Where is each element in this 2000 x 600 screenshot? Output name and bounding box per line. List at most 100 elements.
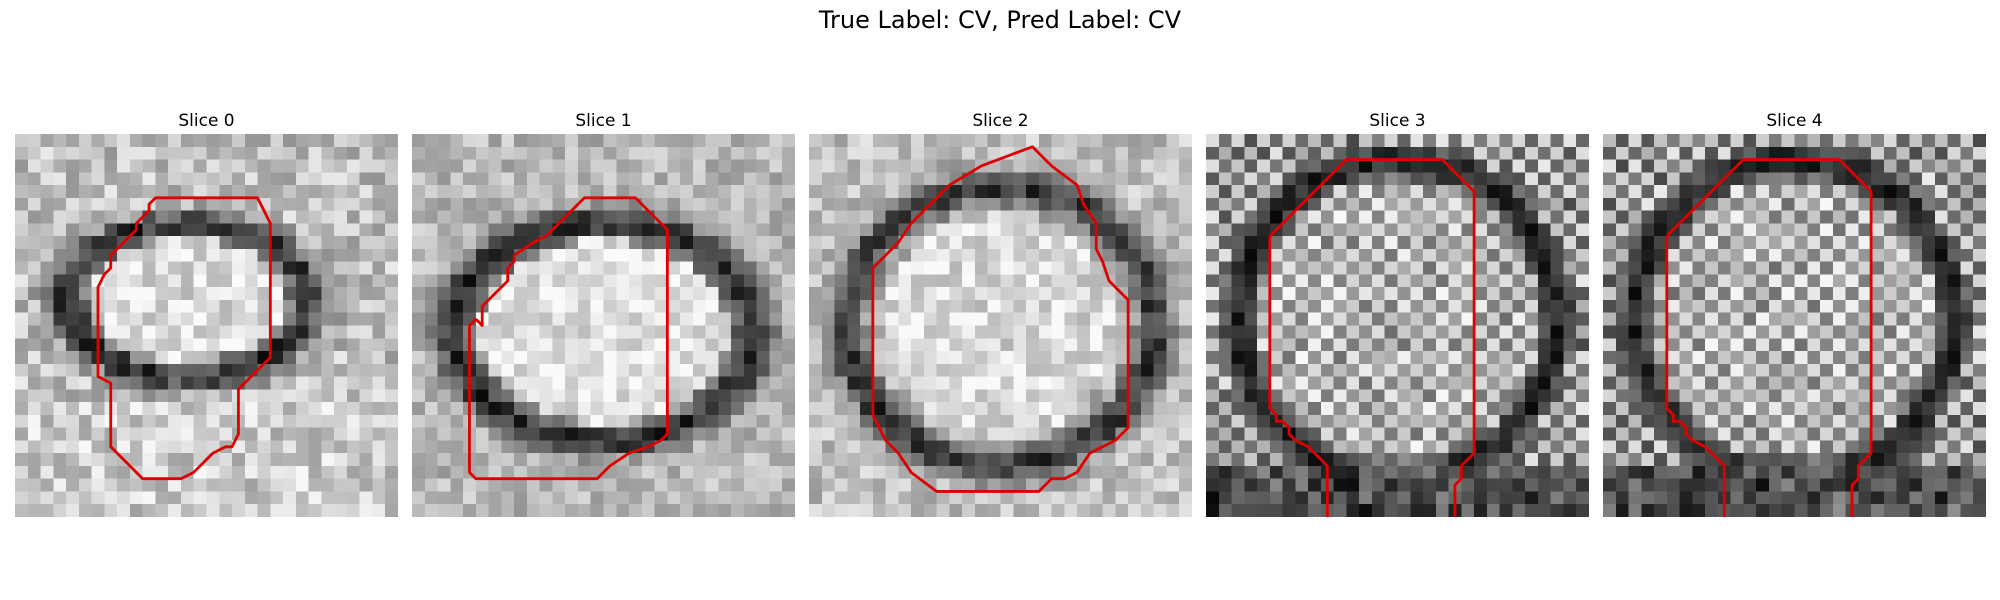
pixel <box>526 325 540 339</box>
pixel <box>526 274 540 288</box>
pixel <box>1768 299 1782 313</box>
pixel <box>1807 338 1821 352</box>
pixel <box>1461 287 1475 301</box>
pixel <box>590 338 604 352</box>
pixel <box>475 465 489 479</box>
pixel <box>359 236 373 250</box>
pixel <box>1641 465 1655 479</box>
pixel <box>629 223 643 237</box>
pixel <box>577 504 591 517</box>
pixel <box>1654 351 1668 365</box>
pixel <box>1525 440 1539 454</box>
pixel <box>1909 146 1923 160</box>
pixel <box>1820 402 1834 416</box>
pixel <box>1231 325 1245 339</box>
pixel <box>847 146 861 160</box>
pixel <box>1140 210 1154 224</box>
pixel <box>334 287 348 301</box>
pixel <box>782 491 795 505</box>
pixel <box>180 338 194 352</box>
pixel <box>1410 248 1424 262</box>
pixel <box>1410 504 1424 517</box>
pixel <box>219 338 233 352</box>
pixel <box>1115 491 1129 505</box>
pixel <box>295 325 309 339</box>
pixel <box>257 146 271 160</box>
pixel <box>809 223 823 237</box>
pixel <box>718 287 732 301</box>
pixel <box>885 210 899 224</box>
pixel <box>1244 376 1258 390</box>
pixel <box>1576 312 1589 326</box>
pixel <box>1218 427 1232 441</box>
pixel <box>1705 376 1719 390</box>
pixel <box>514 363 528 377</box>
pixel <box>756 312 770 326</box>
pixel <box>526 299 540 313</box>
pixel <box>1973 197 1986 211</box>
pixel <box>1333 274 1347 288</box>
pixel <box>1295 210 1309 224</box>
pixel <box>1320 185 1334 199</box>
pixel <box>526 389 540 403</box>
pixel <box>180 197 194 211</box>
pixel <box>450 299 464 313</box>
pixel <box>372 159 386 173</box>
pixel <box>1257 210 1271 224</box>
pixel <box>1474 491 1488 505</box>
pixel <box>1973 248 1986 262</box>
pixel <box>257 261 271 275</box>
pixel <box>577 274 591 288</box>
pixel <box>718 440 732 454</box>
pixel <box>232 504 246 517</box>
pixel <box>872 351 886 365</box>
pixel <box>1397 478 1411 492</box>
pixel <box>680 287 694 301</box>
pixel <box>1166 236 1180 250</box>
pixel <box>372 261 386 275</box>
pixel <box>1051 223 1065 237</box>
pixel <box>565 389 579 403</box>
pixel <box>1705 287 1719 301</box>
pixel <box>1537 287 1551 301</box>
pixel <box>654 134 668 148</box>
pixel <box>1064 299 1078 313</box>
pixel <box>1359 351 1373 365</box>
pixel <box>1820 478 1834 492</box>
pixel <box>412 261 426 275</box>
pixel <box>590 491 604 505</box>
pixel <box>552 376 566 390</box>
pixel <box>1820 312 1834 326</box>
pixel <box>847 491 861 505</box>
pixel <box>488 389 502 403</box>
pixel <box>1743 146 1757 160</box>
pixel <box>1026 159 1040 173</box>
pixel <box>692 223 706 237</box>
pixel <box>359 261 373 275</box>
segmentation-contour <box>96 196 272 481</box>
pixel <box>565 440 579 454</box>
pixel <box>1333 491 1347 505</box>
pixel <box>1077 172 1091 186</box>
pixel <box>1960 427 1974 441</box>
pixel <box>1435 351 1449 365</box>
pixel <box>308 134 322 148</box>
pixel <box>219 478 233 492</box>
pixel <box>1026 427 1040 441</box>
pixel <box>1206 223 1220 237</box>
pixel <box>1909 351 1923 365</box>
pixel <box>1871 210 1885 224</box>
pixel <box>641 453 655 467</box>
pixel <box>1320 440 1334 454</box>
pixel <box>270 427 284 441</box>
pixel <box>1231 351 1245 365</box>
pixel <box>1346 389 1360 403</box>
pixel <box>731 440 745 454</box>
pixel <box>1973 465 1986 479</box>
pixel <box>1115 299 1129 313</box>
pixel <box>1423 389 1437 403</box>
pixel <box>1000 427 1014 441</box>
pixel <box>514 414 528 428</box>
pixel <box>1282 172 1296 186</box>
pixel <box>450 146 464 160</box>
